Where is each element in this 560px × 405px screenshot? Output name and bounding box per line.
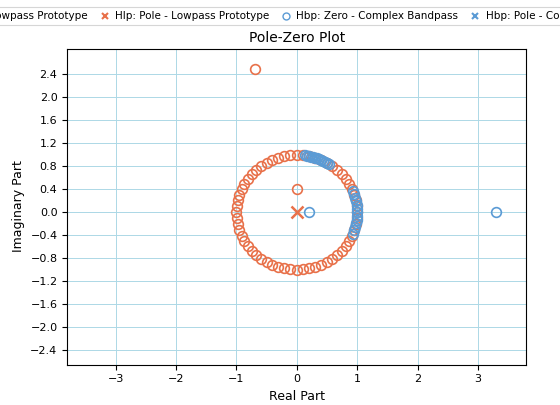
Title: Pole-Zero Plot: Pole-Zero Plot [249, 31, 345, 45]
Legend: Hlp: Zero - Lowpass Prototype, Hlp: Pole - Lowpass Prototype, Hbp: Zero - Comple: Hlp: Zero - Lowpass Prototype, Hlp: Pole… [0, 7, 560, 26]
Y-axis label: Imaginary Part: Imaginary Part [12, 161, 25, 252]
X-axis label: Real Part: Real Part [269, 390, 325, 403]
